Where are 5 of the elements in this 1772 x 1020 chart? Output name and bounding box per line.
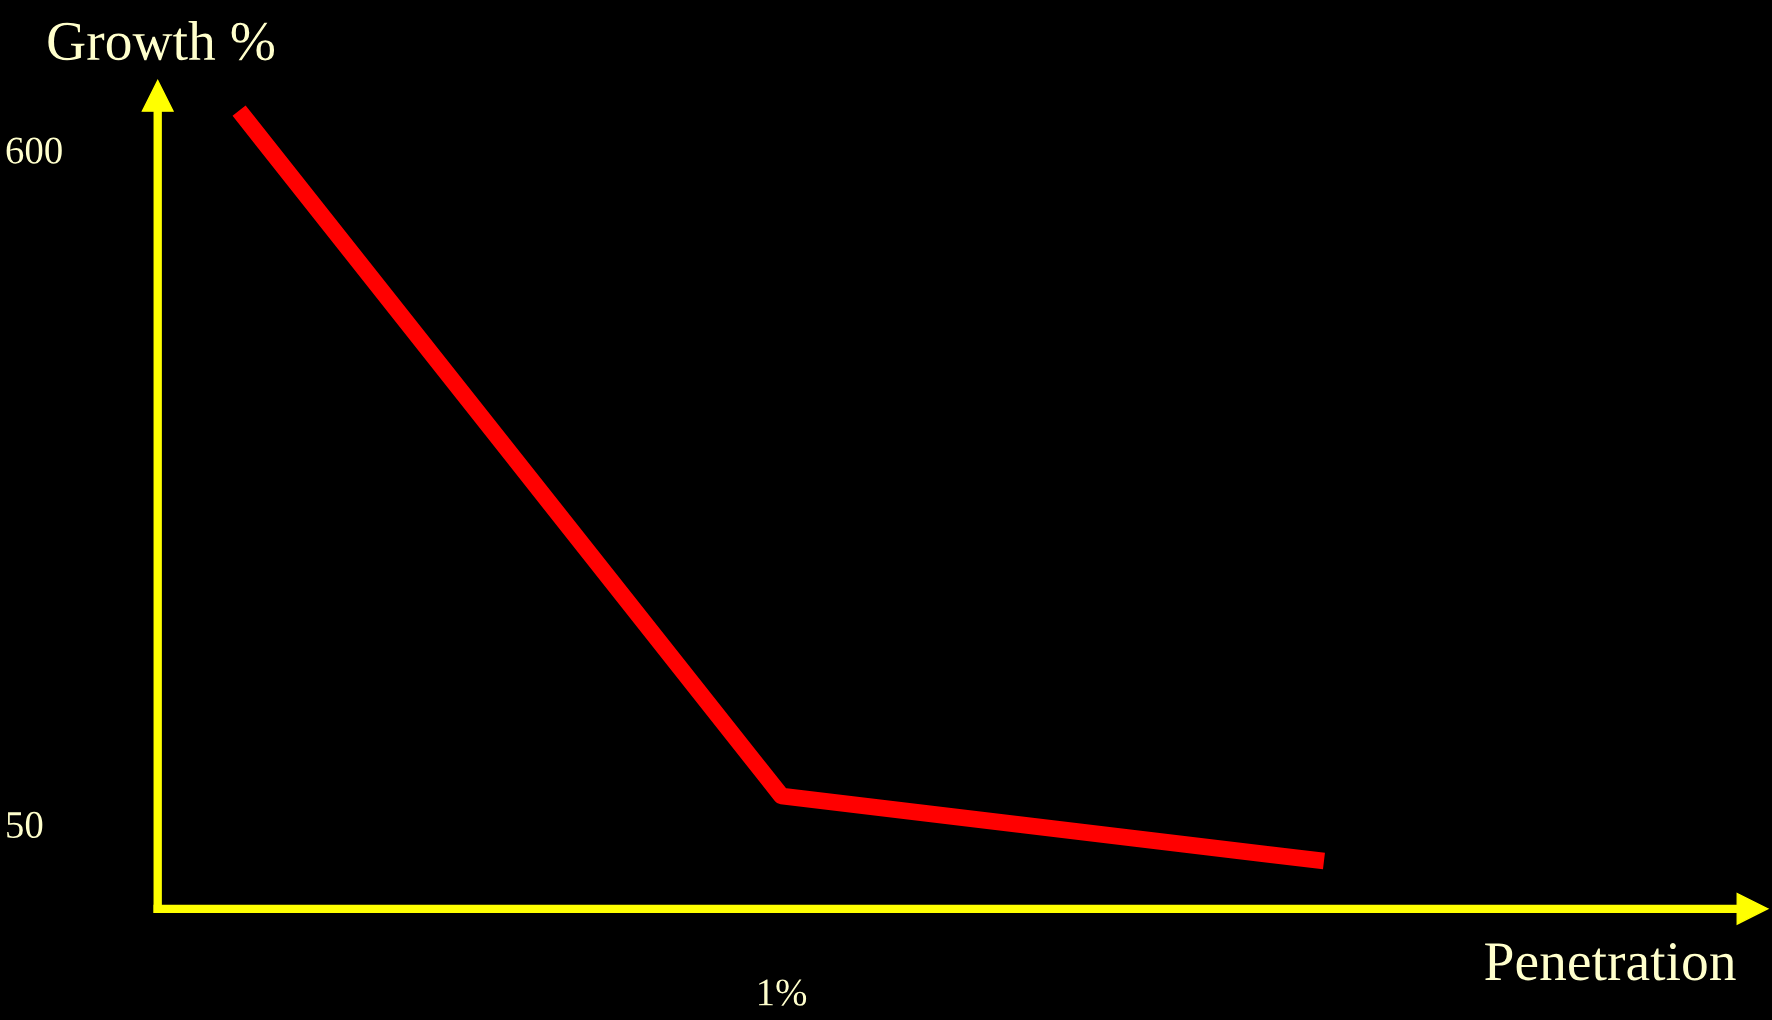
- x-axis-title: Penetration: [1485, 943, 1736, 981]
- y-axis-title: Growth %: [48, 21, 275, 61]
- y-tick-label: 50: [7, 811, 43, 839]
- x-tick-label: 1%: [759, 979, 807, 1006]
- y-tick-label: 600: [6, 137, 62, 164]
